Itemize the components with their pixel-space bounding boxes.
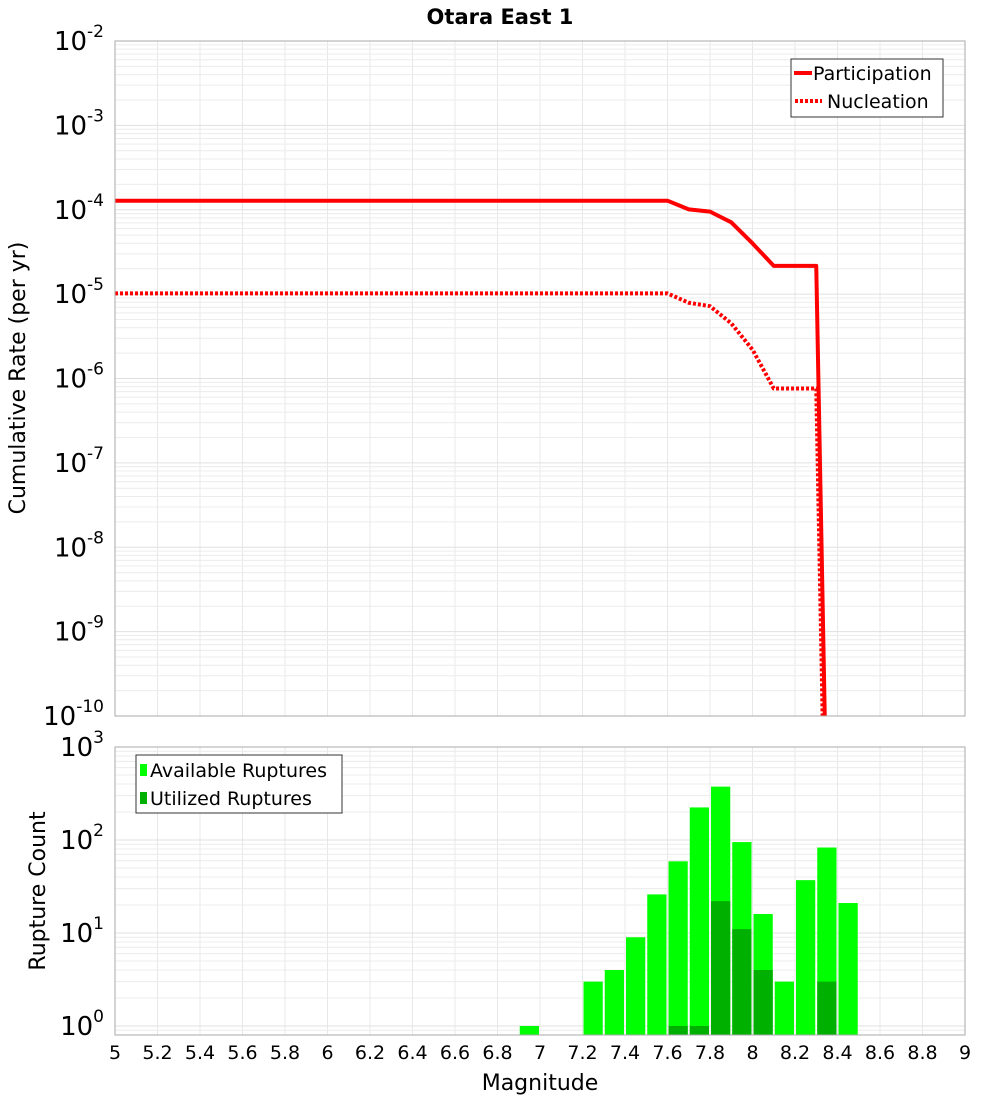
x-tick-label: 6.6 <box>440 1042 470 1064</box>
y-tick-label: 102 <box>60 821 104 856</box>
x-tick-label: 8.6 <box>865 1042 895 1064</box>
x-tick-label: 8 <box>746 1042 758 1064</box>
bar-available <box>668 861 688 1035</box>
bar-available <box>774 981 794 1035</box>
legend-utilized: Utilized Ruptures <box>150 788 312 810</box>
x-tick-label: 8.2 <box>780 1042 810 1064</box>
bar-available <box>838 903 858 1035</box>
line-nucleation <box>115 291 825 717</box>
x-tick-label: 5.4 <box>185 1042 215 1064</box>
bar-available <box>519 1025 539 1035</box>
bar-utilized <box>753 969 773 1035</box>
y-tick-label: 10-3 <box>54 106 104 141</box>
legend-available-swatch <box>140 764 147 776</box>
bars <box>519 786 858 1035</box>
chart-title: Otara East 1 <box>427 5 574 29</box>
bottom-plot-frame <box>114 746 966 1036</box>
y-tick-label: 10-8 <box>54 528 104 563</box>
x-tick-label: 9 <box>959 1042 971 1064</box>
bar-available <box>796 880 816 1035</box>
top-plot-frame <box>114 40 966 717</box>
y-tick-label: 10-5 <box>54 275 104 310</box>
y-tick-label: 10-9 <box>54 613 104 648</box>
bar-utilized <box>668 1025 688 1035</box>
legend-utilized-swatch <box>140 792 147 804</box>
x-tick-label: 5.6 <box>227 1042 257 1064</box>
tick-labels: 10-2 10-3 10-4 10-5 10-6 10-7 10-8 10-9 10-10103… <box>43 22 971 1064</box>
top-grid <box>115 41 965 717</box>
top-legend: Participation Nucleation <box>790 58 944 118</box>
lines <box>115 198 827 717</box>
bar-available <box>583 981 603 1035</box>
x-tick-label: 7 <box>534 1042 546 1064</box>
x-tick-label: 7.6 <box>652 1042 682 1064</box>
bar-utilized <box>711 901 731 1035</box>
x-tick-label: 6.2 <box>355 1042 385 1064</box>
bottom-legend: Available Ruptures Utilized Ruptures <box>135 754 343 814</box>
x-tick-label: 7.2 <box>567 1042 597 1064</box>
y-tick-label: 103 <box>60 728 104 763</box>
x-tick-label: 5.2 <box>142 1042 172 1064</box>
x-tick-label: 8.4 <box>822 1042 852 1064</box>
y-tick-label: 10-10 <box>43 697 104 732</box>
bar-available <box>689 807 709 1035</box>
y-tick-label: 10-6 <box>54 360 104 395</box>
x-tick-label: 5 <box>109 1042 121 1064</box>
legend-available: Available Ruptures <box>150 760 327 782</box>
x-tick-label: 6 <box>321 1042 333 1064</box>
top-y-axis-label: Cumulative Rate (per yr) <box>6 242 31 515</box>
bar-utilized <box>817 981 837 1035</box>
bar-available <box>626 937 646 1035</box>
y-tick-label: 10-4 <box>54 191 104 226</box>
x-tick-label: 5.8 <box>270 1042 300 1064</box>
y-tick-label: 10-2 <box>54 22 104 57</box>
bar-utilized <box>732 929 752 1035</box>
bar-available <box>604 969 624 1035</box>
x-tick-label: 6.4 <box>397 1042 427 1064</box>
x-tick-label: 7.4 <box>610 1042 640 1064</box>
x-axis-label: Magnitude <box>482 1071 599 1096</box>
y-tick-label: 101 <box>60 914 104 949</box>
x-tick-label: 7.8 <box>695 1042 725 1064</box>
bar-available <box>647 894 667 1035</box>
legend-participation: Participation <box>813 63 932 85</box>
y-tick-label: 10-7 <box>54 444 104 479</box>
x-tick-label: 6.8 <box>482 1042 512 1064</box>
bottom-y-axis-label: Rupture Count <box>26 811 51 971</box>
y-tick-label: 100 <box>60 1007 104 1042</box>
bottom-grid <box>115 747 965 1036</box>
bar-utilized <box>689 1025 709 1035</box>
x-tick-label: 8.8 <box>907 1042 937 1064</box>
line-participation <box>115 198 827 717</box>
legend-nucleation: Nucleation <box>827 91 929 113</box>
